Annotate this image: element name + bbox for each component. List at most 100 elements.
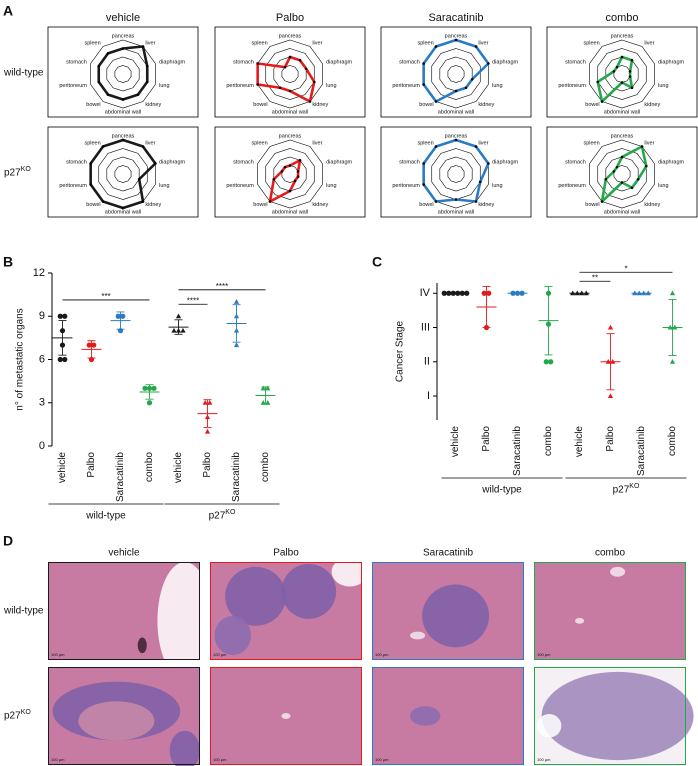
sd-bar [482,285,491,328]
radar-axis-label: spleen [251,141,267,147]
image-border [48,667,200,765]
radar-axis-label: abdominal wall [272,109,308,115]
radar-axis-label: pancreas [279,33,302,39]
row-label-sup: KO [21,709,32,716]
radar-ring [106,156,140,192]
radar-axis-label: bowel [585,102,599,108]
radar-frame [380,26,532,118]
radar-axis-label: diaphragm [492,160,518,166]
radar-point [454,198,458,201]
radar-axis-label: peritoneum [226,83,254,89]
data-point [86,342,92,348]
radar-point [640,145,644,148]
radar-axis-label: liver [145,141,155,147]
radar-point [628,75,632,78]
radar-point [145,64,149,68]
scale-bar-label: 100 µm [375,757,389,762]
sd-bar [203,399,212,428]
data-point [481,290,487,296]
x-tick-label: vehicle [173,452,184,484]
radar-point [478,180,482,184]
y-tick-label: 3 [39,397,45,409]
tissue-region [214,615,252,656]
radar-point [97,64,101,68]
panel-letter: B [3,254,13,270]
radar-axis-label: liver [644,141,654,147]
sd-bar [174,319,183,335]
radar-ring [605,56,639,92]
row-label: p27KO [4,709,31,722]
radar-axis-label: spleen [84,41,100,47]
tissue-region [422,584,490,648]
histology-image [534,562,686,660]
radar-axis-label: abdominal wall [438,109,474,115]
y-axis-label: n° of metastatic organs [15,308,26,410]
radar-axis-label: liver [644,41,654,47]
x-tick-label: Palbo [481,426,492,452]
x-tick-label: combo [260,452,271,482]
scale-bar-label: 100 µm [537,757,551,762]
x-tick-label: vehicle [574,426,585,458]
y-tick-label: III [421,321,430,333]
radar-axis-label: liver [312,41,322,47]
radar-axis-label: spleen [251,41,267,47]
y-tick-label: 6 [39,353,45,365]
radar-ring [431,48,481,100]
radar-title: Palbo [276,12,304,24]
tissue-region [541,671,694,761]
tissue-region [78,701,155,741]
data-point [669,358,676,364]
radar-axis-label: peritoneum [59,83,87,89]
radar-frame [380,126,532,218]
radar-point [600,200,604,203]
row-label-sup: KO [21,166,32,173]
radar-point [268,200,272,203]
radar-axis-label: diaphragm [159,60,185,66]
radar-point [620,81,624,84]
radar-point [278,86,282,90]
data-point [233,299,240,304]
radar-axis-label: kidney [312,102,328,108]
x-tick-label: combo [543,426,554,456]
data-point [120,313,126,319]
radar-point [298,58,302,62]
radar-point [630,58,634,62]
radar-axis-label: lung [658,183,668,189]
radar-title: Saracatinib [428,12,483,24]
radar-frame [546,126,698,218]
radar-axis-label: bowel [86,202,100,208]
radar-axis-label: pancreas [279,133,302,139]
radar-point [121,206,125,210]
radar-axis-label: lung [159,83,169,89]
radar-point [470,77,474,81]
radar-axis-label: kidney [312,202,328,208]
radar-point [136,93,140,96]
radar-point [474,200,478,203]
radar-point [434,100,438,103]
scale-bar-label: 100 µm [213,757,227,762]
radar-ring [447,65,465,83]
radar-frame [214,26,366,118]
radar-point [308,100,312,103]
row-label: wild-type [3,68,44,79]
radar-point [620,155,624,159]
radar-axis-label: bowel [585,202,599,208]
radar-axis-label: stomach [399,60,420,66]
radar-point [296,175,300,178]
radar-point [487,62,490,65]
sd-bar [232,304,241,343]
data-point [669,290,676,296]
radar-point [434,45,438,48]
scale-bar-label: 100 µm [51,757,65,762]
x-tick-label: combo [667,426,678,456]
radar-point [288,164,292,167]
radar-axis-label: peritoneum [392,83,420,89]
radar-axis-label: pancreas [611,133,634,139]
data-point [441,290,447,296]
radar-axis-label: pancreas [611,33,634,39]
radar-axis-label: diaphragm [326,160,352,166]
data-point [175,313,182,319]
data-point [171,327,177,333]
radar-point [474,45,478,48]
radar-axis-label: lung [492,83,502,89]
